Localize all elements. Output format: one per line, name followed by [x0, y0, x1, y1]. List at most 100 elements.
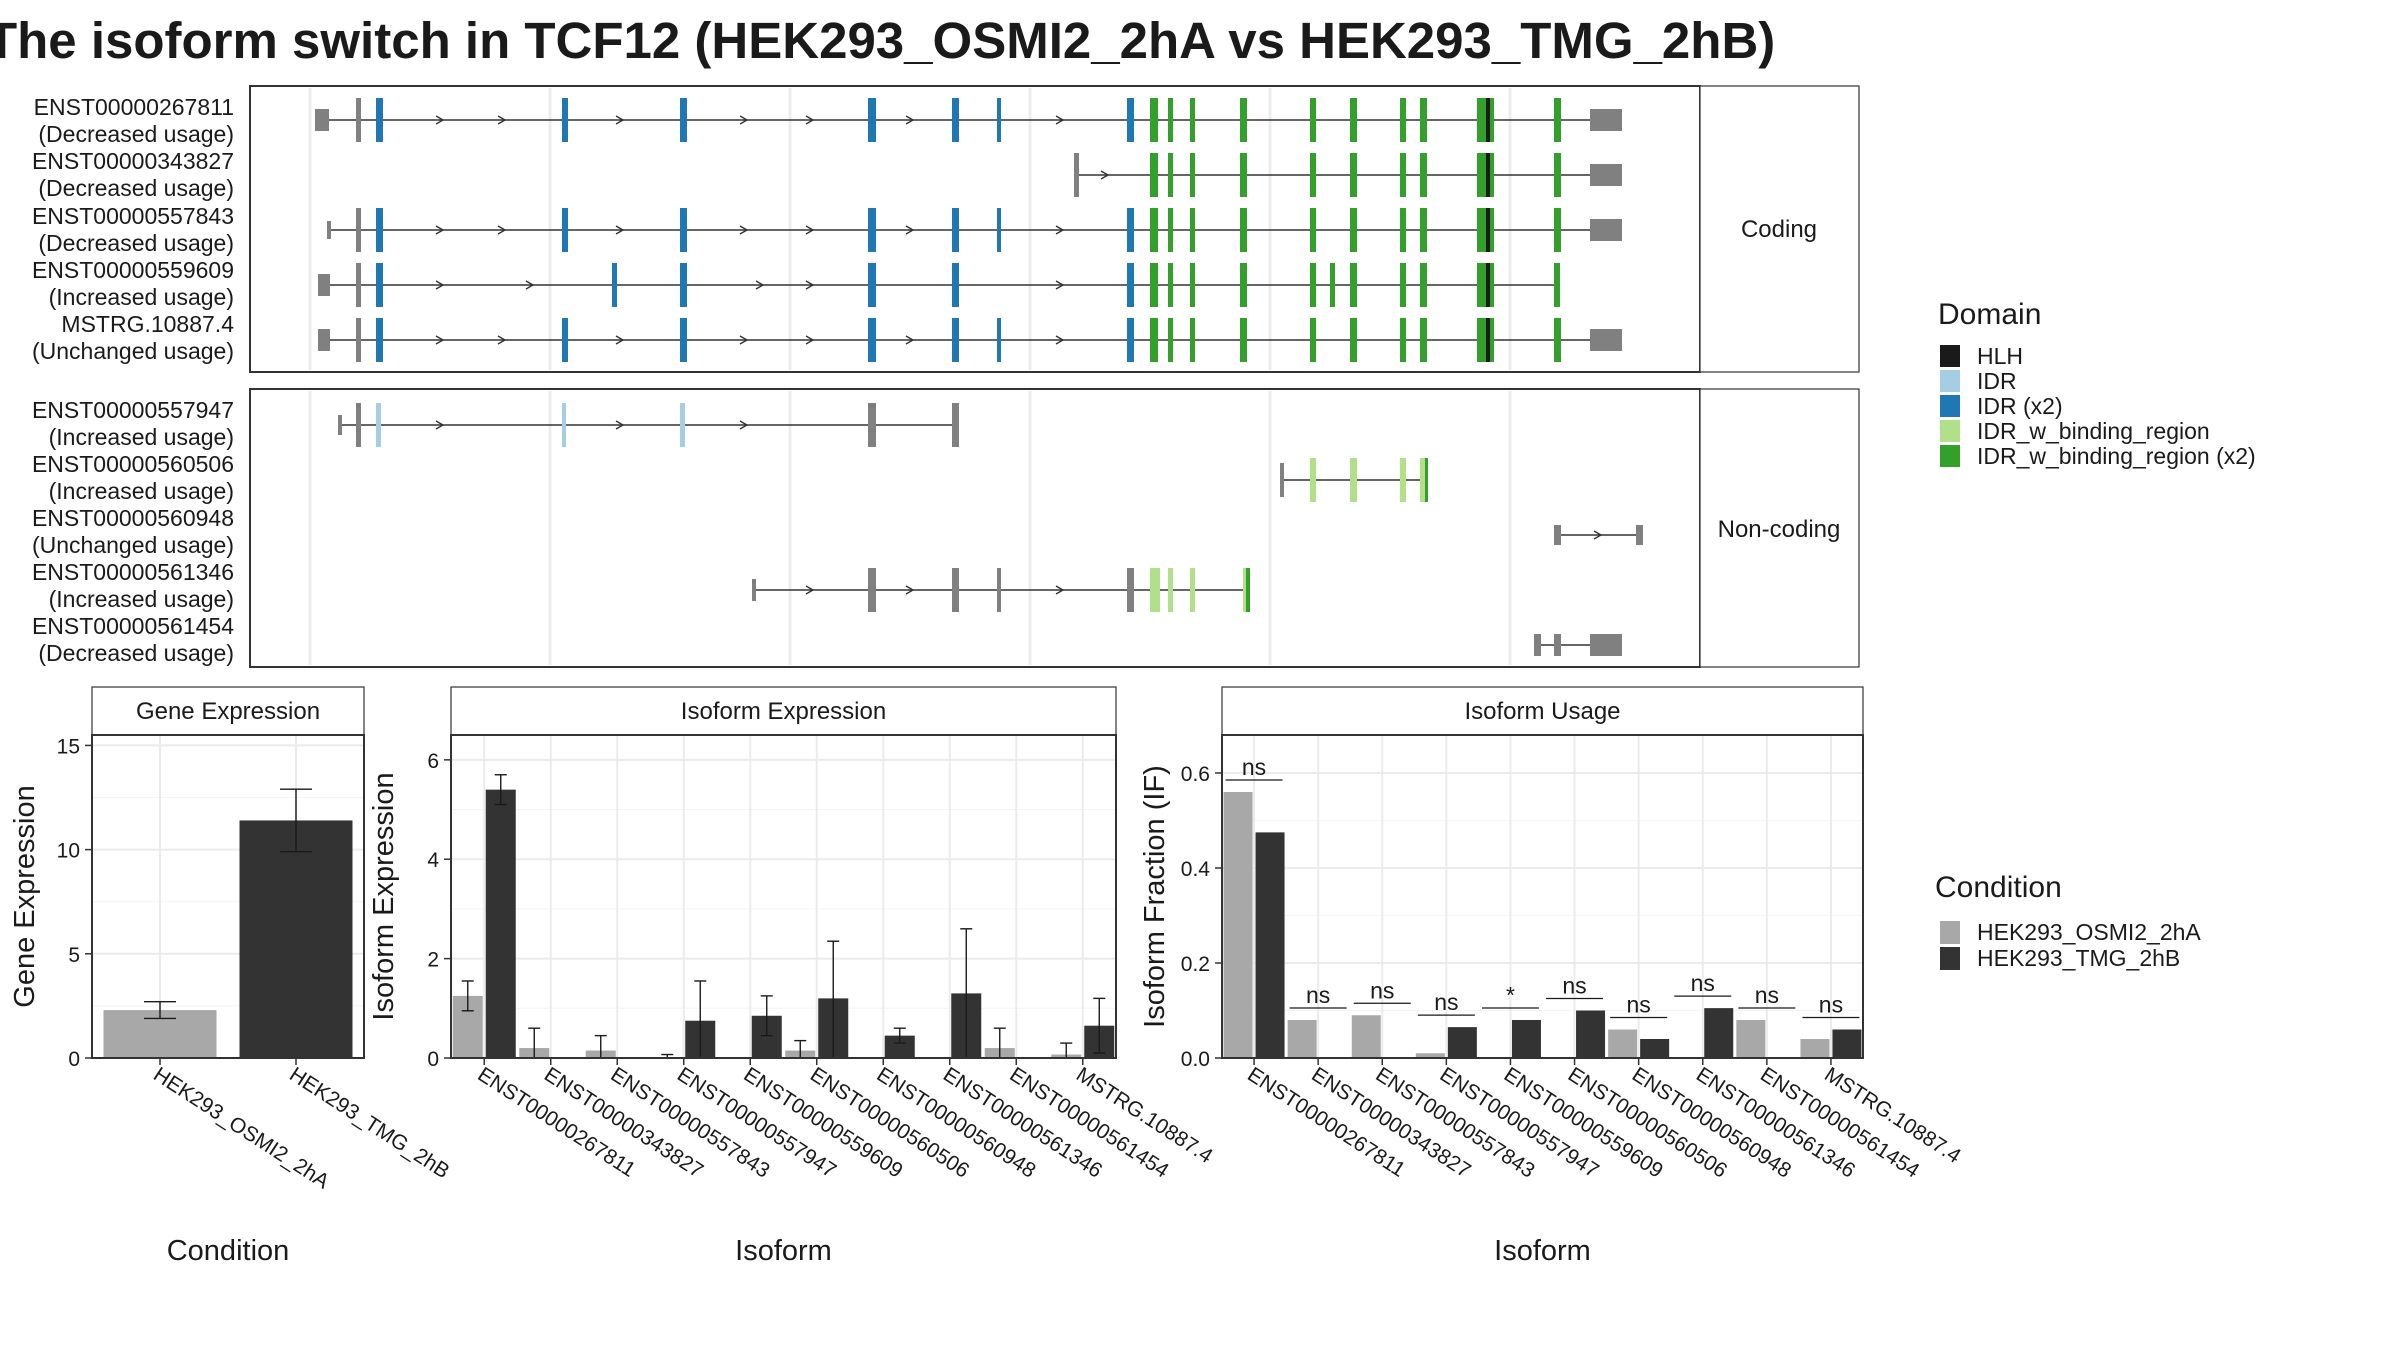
- exon-block: [1240, 98, 1247, 142]
- exon-block: [562, 403, 566, 447]
- strand-arrow: [435, 225, 445, 235]
- isoform-id-label: ENST00000343827: [32, 148, 234, 174]
- noncoding-strip: [1699, 388, 1860, 668]
- exon-block: [376, 403, 381, 447]
- exon-block: [1074, 153, 1079, 197]
- strand-arrow: [1055, 335, 1065, 345]
- exon-block: [376, 263, 383, 307]
- y-axis-title: Isoform Expression: [368, 772, 400, 1020]
- exon-block: [1590, 109, 1622, 131]
- significance-label: ns: [1242, 754, 1266, 780]
- exon-block: [680, 318, 687, 362]
- exon-block: [1486, 318, 1491, 362]
- strand-arrow: [805, 585, 815, 595]
- isoform-usage-label: (Decreased usage): [38, 640, 234, 666]
- exon-block: [1486, 153, 1491, 197]
- legend-key-idr-binding: [1940, 420, 1960, 442]
- x-axis-title: Isoform: [1494, 1235, 1591, 1267]
- strand-arrow: [1055, 585, 1065, 595]
- strand-arrow: [1593, 530, 1603, 540]
- legend-key-hlh: [1940, 345, 1960, 367]
- significance-label: ns: [1306, 982, 1330, 1008]
- isoform-usage-chart: Isoform Usage ns ns ns ns * ns ns ns ns ns 0.0 0.2 0.…: [1139, 686, 1965, 1267]
- exon-block: [1477, 98, 1486, 142]
- exon-block: [1490, 208, 1494, 252]
- strand-arrow: [615, 420, 625, 430]
- exon-block: [1420, 98, 1427, 142]
- domain-legend: Domain HLH IDR IDR (x2) IDR_w_binding_re…: [1938, 298, 2256, 469]
- strand-arrow: [615, 225, 625, 235]
- significance-label: ns: [1562, 973, 1586, 999]
- y-tick-label: 10: [57, 840, 80, 863]
- significance-label: ns: [1627, 992, 1651, 1018]
- isoform-labels: ENST00000267811 (Decreased usage) ENST00…: [32, 94, 234, 666]
- strand-arrow: [905, 335, 915, 345]
- significance-label: ns: [1755, 982, 1779, 1008]
- isoform-id-label: ENST00000267811: [34, 94, 234, 120]
- legend-key-cond2: [1940, 947, 1960, 970]
- noncoding-strip-label: Non-coding: [1718, 516, 1841, 543]
- exon-block: [1240, 153, 1247, 197]
- y-tick-label: 15: [57, 735, 80, 758]
- strand-arrow: [525, 280, 535, 290]
- condition-legend: Condition HEK293_OSMI2_2hA HEK293_TMG_2h…: [1935, 871, 2201, 971]
- panel-strip: [450, 686, 1117, 736]
- noncoding-grid: [308, 391, 1512, 665]
- y-tick-label: 5: [68, 944, 80, 967]
- exon-block: [1400, 458, 1406, 502]
- strand-arrow: [805, 115, 815, 125]
- x-axis-title: Condition: [167, 1235, 290, 1267]
- exon-block: [315, 109, 329, 131]
- exon-block: [1420, 263, 1427, 307]
- y-tick-label: 0.0: [1181, 1048, 1210, 1071]
- exon-block: [1190, 208, 1195, 252]
- exon-block: [376, 98, 383, 142]
- exon-block: [1190, 318, 1195, 362]
- y-tick-label: 0: [68, 1048, 80, 1071]
- isoform-id-label: ENST00000557843: [32, 203, 234, 229]
- exon-block: [1168, 318, 1173, 362]
- y-axis-title: Isoform Fraction (IF): [1139, 765, 1171, 1028]
- exon-block: [1490, 263, 1494, 307]
- exon-block: [1127, 263, 1134, 307]
- exon-block: [1240, 318, 1247, 362]
- exon-block: [327, 221, 331, 239]
- exon-block: [1554, 318, 1561, 362]
- exon-block: [1127, 208, 1134, 252]
- exon-block: [1490, 318, 1494, 362]
- condition-legend-title: Condition: [1935, 871, 2062, 904]
- bar: [884, 1035, 915, 1058]
- exon-block: [1150, 568, 1160, 612]
- strand-arrow: [615, 335, 625, 345]
- legend-label: IDR (x2): [1977, 393, 2063, 419]
- isoform-usage-label: (Unchanged usage): [32, 338, 234, 364]
- exon-block: [1486, 263, 1491, 307]
- significance-label: ns: [1691, 970, 1715, 996]
- y-tick-label: 4: [427, 849, 439, 872]
- figure-title: The isoform switch in TCF12 (HEK293_OSMI…: [0, 12, 1775, 69]
- bar: [1511, 1020, 1541, 1058]
- exon-block: [1554, 208, 1561, 252]
- coding-panel: [249, 85, 1701, 373]
- exon-block: [997, 318, 1001, 362]
- exon-block: [680, 208, 687, 252]
- exon-block: [1168, 208, 1173, 252]
- bar: [1287, 1020, 1317, 1058]
- exon-block: [1400, 98, 1406, 142]
- exon-block: [1425, 458, 1428, 502]
- strand-arrow: [435, 335, 445, 345]
- exon-block: [1590, 634, 1622, 656]
- bar: [1736, 1020, 1766, 1058]
- panel-strip-title: Isoform Expression: [681, 698, 886, 725]
- exon-block: [1168, 568, 1173, 612]
- exon-block: [1168, 98, 1173, 142]
- bar: [1415, 1053, 1445, 1058]
- exon-block: [1150, 98, 1158, 142]
- exon-block: [318, 329, 330, 351]
- panel-strip-title: Gene Expression: [136, 698, 320, 725]
- significance-label: ns: [1819, 992, 1843, 1018]
- exon-block: [1350, 318, 1357, 362]
- coding-strip-label: Coding: [1741, 216, 1817, 243]
- exon-block: [1350, 153, 1357, 197]
- legend-key-idr-binding-x2: [1940, 445, 1960, 467]
